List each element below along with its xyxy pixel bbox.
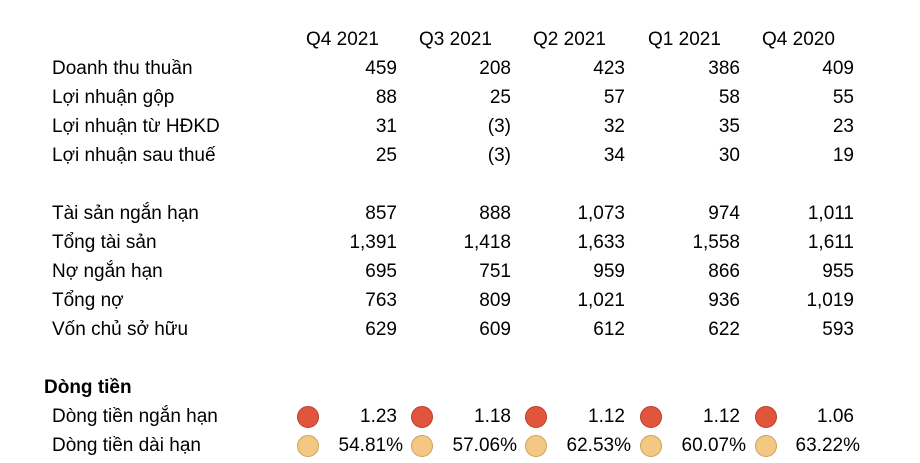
cashflow-value-cell: 1.18 <box>474 406 511 427</box>
status-indicator-dot <box>640 435 662 457</box>
cashflow-value-cell: 62.53% <box>566 435 631 456</box>
balance-row-label: Vốn chủ sở hữu <box>52 319 189 340</box>
balance-row-label: Nợ ngắn hạn <box>52 261 163 282</box>
balance-value-cell: 1,558 <box>692 232 740 253</box>
income-value-cell: 31 <box>375 116 397 137</box>
income-value-cell: 409 <box>822 58 854 79</box>
status-indicator-dot <box>411 406 433 428</box>
status-indicator-dot <box>297 435 319 457</box>
balance-value-cell: 857 <box>365 203 397 224</box>
cashflow-value-cell: 63.22% <box>795 435 860 456</box>
balance-value-cell: 763 <box>365 290 397 311</box>
income-value-cell: 23 <box>832 116 854 137</box>
cashflow-value-cell: 1.06 <box>817 406 854 427</box>
status-indicator-dot <box>297 406 319 428</box>
column-header: Q1 2021 <box>648 29 721 50</box>
balance-value-cell: 1,633 <box>577 232 625 253</box>
balance-value-cell: 888 <box>479 203 511 224</box>
cashflow-value-cell: 54.81% <box>338 435 403 456</box>
cashflow-row-label: Dòng tiền dài hạn <box>52 435 201 456</box>
status-indicator-dot <box>411 435 433 457</box>
income-value-cell: 57 <box>603 87 625 108</box>
balance-value-cell: 629 <box>365 319 397 340</box>
balance-value-cell: 1,073 <box>577 203 625 224</box>
balance-value-cell: 593 <box>822 319 854 340</box>
income-value-cell: 88 <box>375 87 397 108</box>
income-row-label: Lợi nhuận sau thuế <box>52 145 216 166</box>
income-value-cell: 35 <box>718 116 740 137</box>
balance-value-cell: 974 <box>708 203 740 224</box>
income-row-label: Lợi nhuận gộp <box>52 87 175 108</box>
balance-row-label: Tài sản ngắn hạn <box>52 203 199 224</box>
income-value-cell: 25 <box>375 145 397 166</box>
balance-row-label: Tổng nợ <box>52 290 124 311</box>
balance-value-cell: 1,019 <box>806 290 854 311</box>
status-indicator-dot <box>640 406 662 428</box>
column-header: Q4 2021 <box>306 29 379 50</box>
balance-value-cell: 609 <box>479 319 511 340</box>
status-indicator-dot <box>755 406 777 428</box>
cashflow-section-title: Dòng tiền <box>44 377 132 398</box>
balance-value-cell: 809 <box>479 290 511 311</box>
balance-value-cell: 955 <box>822 261 854 282</box>
cashflow-value-cell: 1.12 <box>588 406 625 427</box>
balance-value-cell: 622 <box>708 319 740 340</box>
column-header: Q3 2021 <box>419 29 492 50</box>
cashflow-value-cell: 60.07% <box>681 435 746 456</box>
balance-value-cell: 1,011 <box>807 203 854 224</box>
balance-value-cell: 695 <box>365 261 397 282</box>
cashflow-value-cell: 1.23 <box>360 406 397 427</box>
balance-value-cell: 1,021 <box>577 290 625 311</box>
balance-value-cell: 866 <box>708 261 740 282</box>
balance-row-label: Tổng tài sản <box>52 232 157 253</box>
income-value-cell: 32 <box>603 116 625 137</box>
balance-value-cell: 959 <box>593 261 625 282</box>
income-row-label: Doanh thu thuần <box>52 58 193 79</box>
balance-value-cell: 612 <box>593 319 625 340</box>
balance-value-cell: 1,611 <box>807 232 854 253</box>
income-value-cell: 34 <box>603 145 625 166</box>
cashflow-value-cell: 1.12 <box>703 406 740 427</box>
income-value-cell: (3) <box>487 116 511 137</box>
column-header: Q2 2021 <box>533 29 606 50</box>
income-value-cell: 19 <box>832 145 854 166</box>
income-value-cell: (3) <box>487 145 511 166</box>
income-value-cell: 208 <box>479 58 511 79</box>
income-value-cell: 459 <box>365 58 397 79</box>
income-value-cell: 386 <box>708 58 740 79</box>
income-value-cell: 25 <box>489 87 511 108</box>
balance-value-cell: 1,418 <box>463 232 511 253</box>
status-indicator-dot <box>525 435 547 457</box>
income-value-cell: 30 <box>718 145 740 166</box>
status-indicator-dot <box>755 435 777 457</box>
balance-value-cell: 751 <box>479 261 511 282</box>
income-row-label: Lợi nhuận từ HĐKD <box>52 116 220 137</box>
balance-value-cell: 936 <box>708 290 740 311</box>
cashflow-value-cell: 57.06% <box>452 435 517 456</box>
income-value-cell: 58 <box>718 87 740 108</box>
status-indicator-dot <box>525 406 547 428</box>
income-value-cell: 55 <box>832 87 854 108</box>
balance-value-cell: 1,391 <box>349 232 397 253</box>
cashflow-row-label: Dòng tiền ngắn hạn <box>52 406 218 427</box>
column-header: Q4 2020 <box>762 29 835 50</box>
income-value-cell: 423 <box>593 58 625 79</box>
